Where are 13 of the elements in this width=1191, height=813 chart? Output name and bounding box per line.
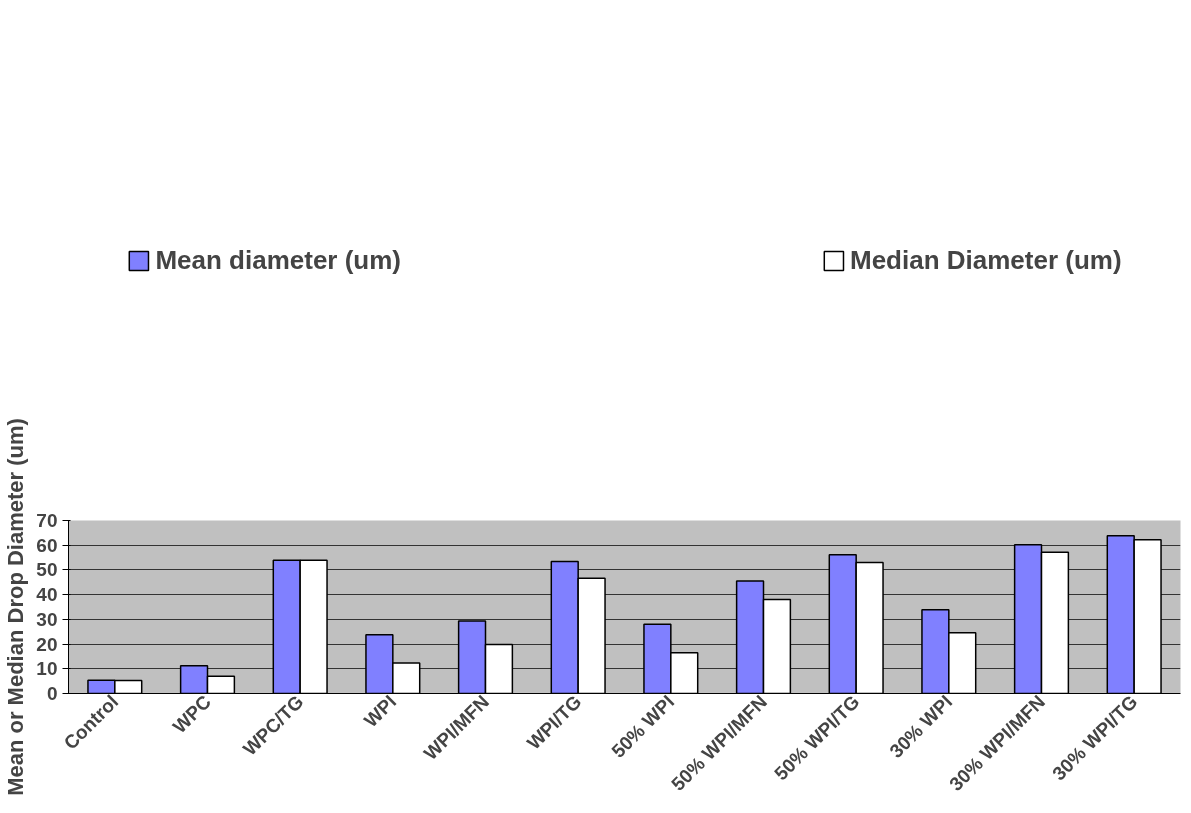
legend-label: Median Diameter (um) xyxy=(850,244,1122,276)
y-axis-title: Mean or Median Drop Diameter (um) xyxy=(3,418,29,796)
x-tick-label: WPI xyxy=(360,691,401,732)
y-tick-label: 10 xyxy=(36,658,58,680)
y-tick-label: 0 xyxy=(46,683,58,704)
y-tick-label: 20 xyxy=(36,633,58,655)
y-tick-label: 40 xyxy=(36,584,58,606)
x-tick-label: 50% WPI xyxy=(607,691,679,762)
legend-label: Mean diameter (um) xyxy=(155,244,401,276)
y-tick-label: 60 xyxy=(36,534,58,556)
y-tick-label: 50 xyxy=(36,559,58,581)
y-tick-label: 30 xyxy=(36,608,58,630)
y-tick-label: 70 xyxy=(36,510,58,531)
